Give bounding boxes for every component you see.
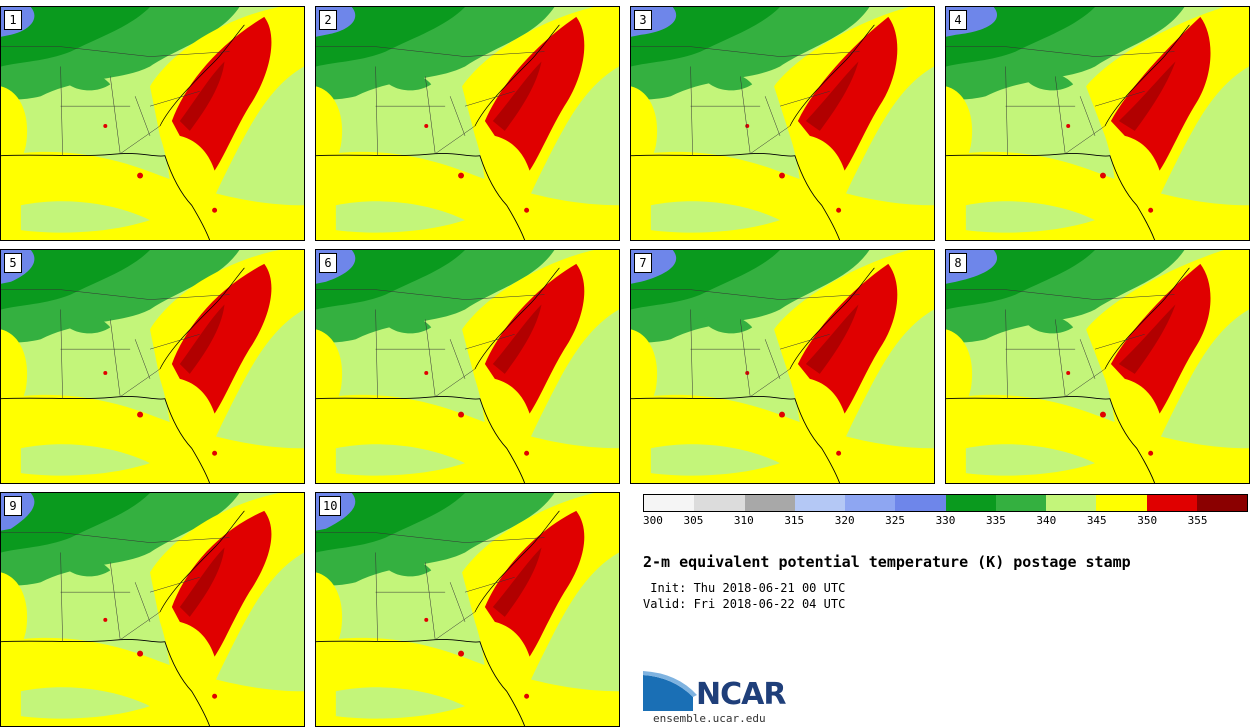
map-field	[1, 493, 304, 726]
member-label: 5	[4, 253, 22, 273]
member-label: 7	[634, 253, 652, 273]
plot-title: 2-m equivalent potential temperature (K)…	[643, 553, 1131, 571]
map-field	[946, 7, 1249, 240]
color-scale-tick: 300	[643, 514, 663, 527]
member-panel: 10	[315, 492, 620, 727]
member-label: 4	[949, 10, 967, 30]
color-scale-tick: 315	[784, 514, 805, 527]
map-field	[316, 7, 619, 240]
member-panel: 1	[0, 6, 305, 241]
member-panel: 4	[945, 6, 1250, 241]
map-field	[316, 493, 619, 726]
member-panel: 6	[315, 249, 620, 484]
color-scale-tick: 305	[683, 514, 704, 527]
map-field	[631, 7, 934, 240]
member-panel: 2	[315, 6, 620, 241]
color-scale-tick: 330	[935, 514, 956, 527]
color-swatch	[1046, 495, 1097, 511]
member-label: 6	[319, 253, 337, 273]
color-swatch	[945, 495, 996, 511]
member-label: 8	[949, 253, 967, 273]
map-field	[316, 250, 619, 483]
init-time: Init: Thu 2018-06-21 00 UTC	[643, 581, 846, 595]
ensemble-url: ensemble.ucar.edu	[653, 712, 766, 725]
color-scale-tick: 340	[1036, 514, 1057, 527]
color-scale-tick: 350	[1137, 514, 1158, 527]
color-scale-tick: 310	[733, 514, 754, 527]
member-panel: 8	[945, 249, 1250, 484]
color-scale-tick: 320	[834, 514, 855, 527]
valid-time: Valid: Fri 2018-06-22 04 UTC	[643, 597, 846, 611]
color-scale-tick: 355	[1187, 514, 1208, 527]
color-swatch	[895, 495, 946, 511]
member-panel: 3	[630, 6, 935, 241]
ncar-logo-text: NCAR	[696, 677, 786, 712]
map-field	[1, 7, 304, 240]
member-panel: 5	[0, 249, 305, 484]
color-swatch	[1146, 495, 1197, 511]
color-swatch	[644, 495, 695, 511]
member-label: 2	[319, 10, 337, 30]
member-panel: 7	[630, 249, 935, 484]
member-label: 10	[319, 496, 342, 516]
color-swatch	[1196, 495, 1247, 511]
map-field	[1, 250, 304, 483]
color-swatch	[794, 495, 845, 511]
color-scale-tick: 345	[1086, 514, 1107, 527]
map-field	[946, 250, 1249, 483]
ncar-logo-icon	[643, 671, 697, 711]
color-swatch	[744, 495, 795, 511]
color-scale-tick: 325	[885, 514, 906, 527]
member-panel: 9	[0, 492, 305, 727]
color-swatch	[694, 495, 745, 511]
color-scale-tick: 335	[985, 514, 1006, 527]
color-scale-ticks: 300 305 310 315 320 325 330 335 340 345 350 355	[643, 514, 1248, 530]
member-label: 1	[4, 10, 22, 30]
color-scale-bar	[643, 494, 1248, 512]
map-field	[631, 250, 934, 483]
color-swatch	[845, 495, 896, 511]
color-swatch	[995, 495, 1046, 511]
color-swatch	[1096, 495, 1147, 511]
member-label: 3	[634, 10, 652, 30]
member-label: 9	[4, 496, 22, 516]
